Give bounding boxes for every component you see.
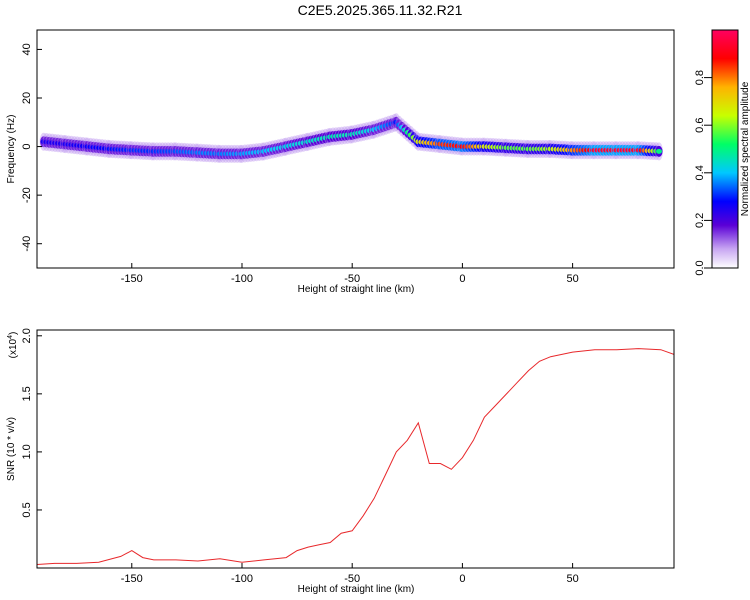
snr-y-tick-label: 1.0: [21, 444, 33, 459]
snr-x-tick-label: -100: [231, 573, 253, 585]
spectrogram-frame: [36, 29, 675, 269]
snr-y-scale-exponent: 4: [7, 335, 14, 339]
snr-y-tick-label: 2.0: [21, 328, 33, 343]
snr-x-tick-label: -50: [344, 573, 360, 585]
spectrogram-core: [656, 148, 663, 154]
snr-y-tick-label: 0.5: [21, 502, 33, 517]
snr-x-ticks: -150 -100 -50 0 50: [121, 563, 579, 585]
colorbar-tick-label: 0.4: [694, 165, 706, 180]
snr-x-label: Height of straight line (km): [298, 584, 415, 595]
snr-x-tick-label: 0: [459, 573, 465, 585]
snr-y-scale-base: (x10: [8, 338, 19, 358]
spectrogram-x-tick-label: -150: [121, 273, 143, 285]
spectrogram-x-label: Height of straight line (km): [298, 284, 415, 295]
snr-y-label: SNR (10 * v/v): [6, 417, 17, 481]
snr-panel: -150 -100 -50 0 50 0.5 1.0 1.5 2.0 Height of st…: [6, 328, 675, 595]
spectrogram-y-tick-label: 40: [21, 43, 33, 55]
snr-y-scale-close: ): [8, 332, 19, 335]
spectrogram-y-tick-label: -20: [21, 187, 33, 203]
snr-x-tick-label: 50: [566, 573, 578, 585]
colorbar-tick-label: 0.2: [694, 213, 706, 228]
colorbar: 0.0 0.2 0.4 0.6 0.8 Normalized spectral ampl…: [694, 29, 750, 276]
snr-x-tick-label: -150: [121, 573, 143, 585]
chart-title: C2E5.2025.365.11.32.R21: [298, 2, 463, 18]
spectrogram-marks: [39, 113, 664, 163]
spectrogram-x-ticks: -150 -100 -50 0 50: [121, 263, 579, 285]
spectrogram-y-tick-label: -40: [21, 236, 33, 252]
spectrogram-x-tick-label: 0: [459, 273, 465, 285]
colorbar-tick-label: 0.6: [694, 118, 706, 133]
colorbar-gradient: [712, 30, 738, 268]
colorbar-ticks: 0.0 0.2 0.4 0.6 0.8: [694, 70, 712, 276]
colorbar-frame: [711, 29, 739, 269]
spectrogram-y-tick-label: 0: [21, 144, 33, 150]
snr-series-line: [37, 348, 674, 565]
snr-y-scale-label: (x104): [7, 332, 19, 359]
colorbar-tick-label: 0.0: [694, 260, 706, 275]
spectrogram-y-ticks: -40 -20 0 20 40: [21, 43, 42, 252]
snr-plot-area: [37, 330, 674, 568]
spectrogram-y-label: Frequency (Hz): [6, 115, 17, 184]
spectrogram-panel: -150 -100 -50 0 50 -40 -20 0 20 40 Height of str…: [6, 29, 675, 295]
spectrogram-x-tick-label: -100: [231, 273, 253, 285]
snr-y-ticks: 0.5 1.0 1.5 2.0: [21, 328, 42, 518]
snr-y-tick-label: 1.5: [21, 386, 33, 401]
colorbar-label: Normalized spectral amplitude: [740, 81, 750, 216]
spectrogram-x-tick-label: -50: [344, 273, 360, 285]
colorbar-tick-label: 0.8: [694, 70, 706, 85]
spectrogram-x-tick-label: 50: [566, 273, 578, 285]
spectrogram-y-tick-label: 20: [21, 92, 33, 104]
snr-frame: [36, 329, 675, 569]
